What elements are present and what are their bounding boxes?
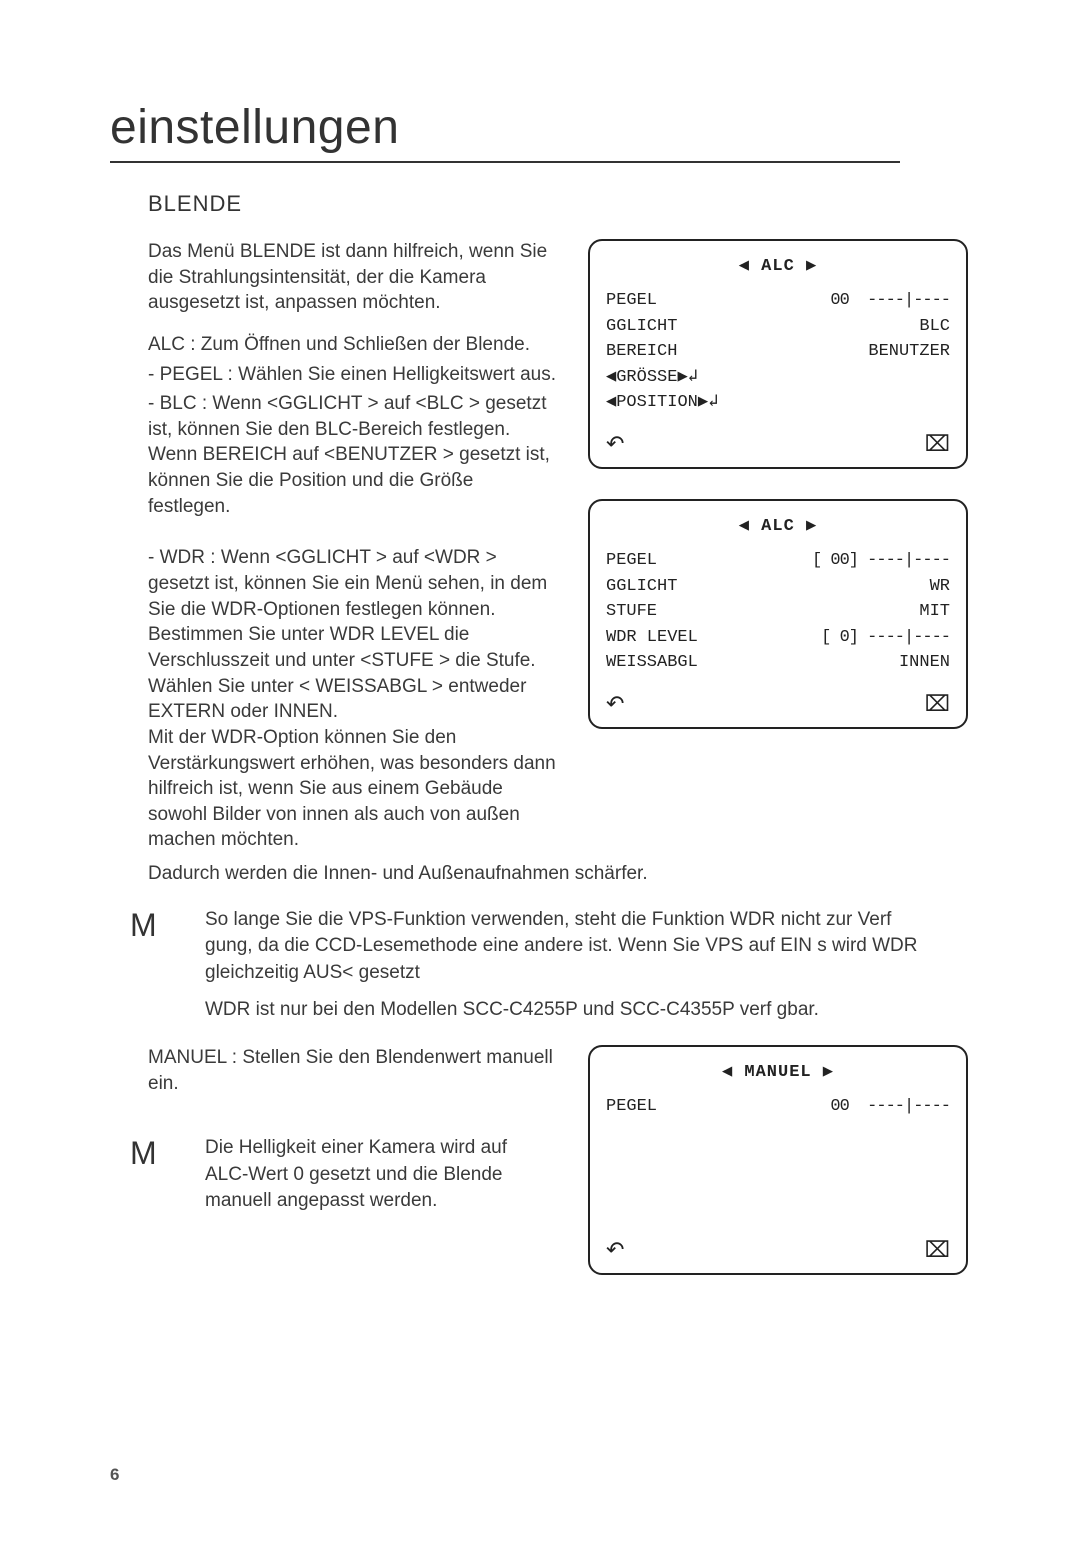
page-title: einstellungen [110,100,1010,155]
osd-panel-alc-wdr: ◀ ALC ▶ PEGEL [ 00] ----|---- GGLICHT WR S… [588,499,968,729]
osd1-r5l: ◀POSITION▶↲ [606,390,718,416]
osd3-r1l: PEGEL [606,1094,657,1120]
osd3-title: ◀ MANUEL ▶ [606,1061,950,1082]
intro-paragraph: Das Menü BLENDE ist dann hilfreich, wenn… [148,239,558,316]
osd1-r3l: BEREICH [606,339,677,365]
osd2-r2r: WR [930,574,950,600]
note1-line1: So lange Sie die VPS-Funktion verwenden,… [205,907,925,987]
note-text-2: Die Helligkeit einer Kamera wird auf ALC… [205,1135,525,1215]
osd-panel-alc-blc: ◀ ALC ▶ PEGEL 00 ----|---- GGLICHT BLC BER… [588,239,968,469]
osd1-r4l: ◀GRÖSSE▶↲ [606,365,698,391]
note-mark-2: M [130,1135,205,1215]
osd2-title: ◀ ALC ▶ [606,515,950,536]
osd2-r2l: GGLICHT [606,574,677,600]
pegel-line: - PEGEL : Wählen Sie einen Helligkeitswe… [148,362,558,388]
right-column-1: ◀ ALC ▶ PEGEL 00 ----|---- GGLICHT BLC BER… [588,239,968,853]
osd1-r1r: 00 ----|---- [830,288,950,314]
osd2-r4l: WDR LEVEL [606,625,698,651]
alc-line: ALC : Zum Öffnen und Schließen der Blend… [148,332,558,358]
wdr-paragraph: - WDR : Wenn <GGLICHT > auf <WDR > geset… [148,545,558,853]
osd2-r5l: WEISSABGL [606,650,698,676]
osd1-r2l: GGLICHT [606,314,677,340]
osd3-r1r: 00 ----|---- [830,1094,950,1120]
osd2-r4r: [ 0] ----|---- [821,625,950,651]
close-icon: ⌧ [925,1237,950,1263]
note-block-1: M So lange Sie die VPS-Funktion verwende… [130,907,1010,1023]
osd1-title: ◀ ALC ▶ [606,255,950,276]
back-icon: ↶ [606,691,624,717]
wdr-tail-paragraph: Dadurch werden die Innen- und Außenaufna… [148,861,908,887]
osd1-r2r: BLC [919,314,950,340]
back-icon: ↶ [606,1237,624,1263]
note1-line2: WDR ist nur bei den Modellen SCC-C4255P … [205,997,925,1024]
osd1-r1l: PEGEL [606,288,657,314]
osd2-r1r: [ 00] ----|---- [812,548,950,574]
section-heading-blende: BLENDE [148,191,1010,217]
osd2-r3r: MIT [919,599,950,625]
left-column-1: Das Menü BLENDE ist dann hilfreich, wenn… [148,239,558,853]
note-text-1: So lange Sie die VPS-Funktion verwenden,… [205,907,925,1023]
title-underline [110,161,900,163]
page-number: 6 [110,1465,119,1485]
content-block-1: Das Menü BLENDE ist dann hilfreich, wenn… [110,239,1010,853]
osd-panel-manuel: ◀ MANUEL ▶ PEGEL 00 ----|---- ↶ ⌧ [588,1045,968,1275]
note-mark-1: M [130,907,205,1023]
osd2-r3l: STUFE [606,599,657,625]
blc-paragraph: - BLC : Wenn <GGLICHT > auf <BLC > geset… [148,391,558,519]
osd2-r5r: INNEN [899,650,950,676]
osd1-r3r: BENUTZER [868,339,950,365]
close-icon: ⌧ [925,431,950,457]
close-icon: ⌧ [925,691,950,717]
back-icon: ↶ [606,431,624,457]
osd2-r1l: PEGEL [606,548,657,574]
